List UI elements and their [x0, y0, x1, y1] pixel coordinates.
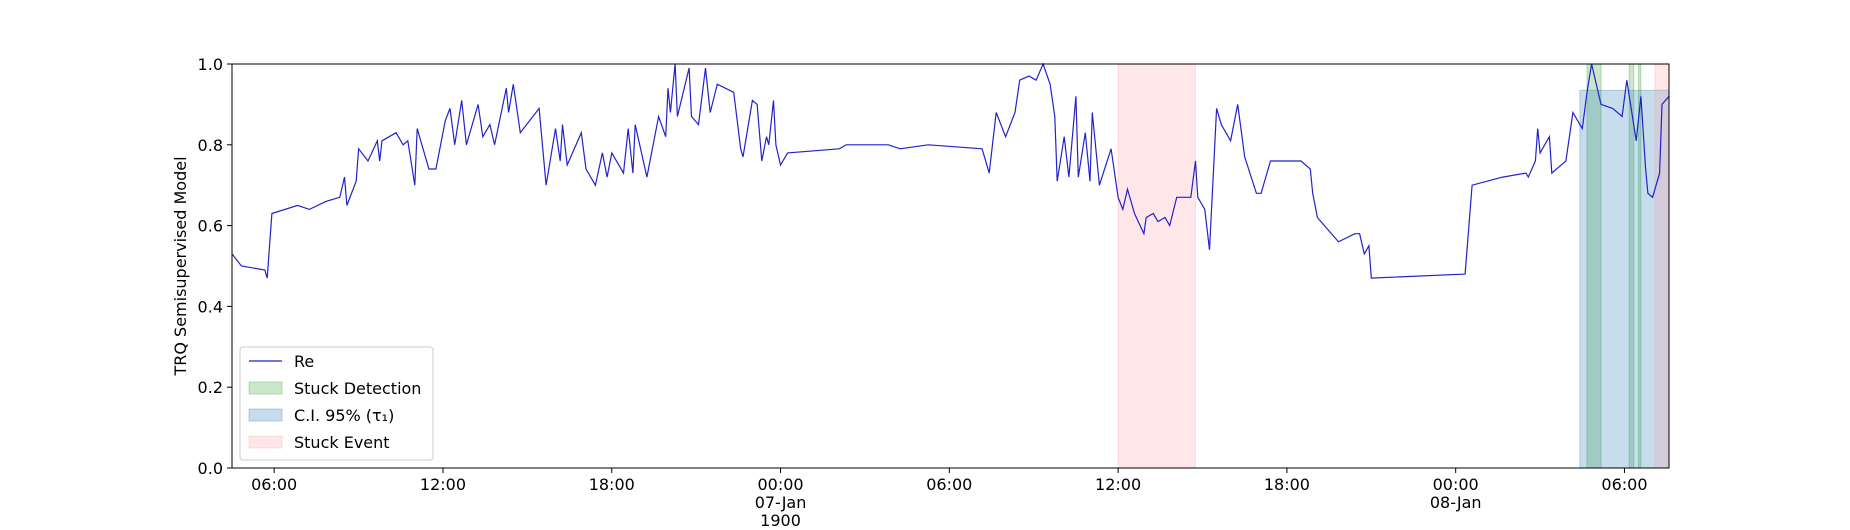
spans — [1117, 63, 1670, 469]
legend-label: C.I. 95% (τ₁) — [294, 406, 394, 425]
x-tick-label: 00:00 07-Jan 1900 — [754, 475, 807, 530]
x-tick-label: 06:00 — [1601, 475, 1648, 494]
legend-box — [239, 346, 434, 461]
y-tick-label: 0.8 — [198, 136, 223, 155]
legend-label: Re — [294, 352, 314, 371]
legend-swatch — [248, 408, 283, 422]
legend: Re Stuck Detection C.I. 95% (τ₁) Stuck Even… — [239, 346, 434, 461]
y-tick-label: 0.0 — [198, 459, 223, 478]
x-tick-label: 00:00 08-Jan — [1429, 475, 1482, 512]
x-tick-label: 18:00 — [1263, 475, 1310, 494]
legend-label: Stuck Detection — [294, 379, 421, 398]
span-band — [1579, 89, 1670, 469]
plot-frame — [231, 63, 1670, 469]
y-axis-label: TRQ Semisupervised Model — [171, 156, 190, 376]
legend-swatch — [248, 381, 283, 395]
x-tick-label: 06:00 — [926, 475, 973, 494]
line — [231, 62, 1670, 279]
legend-swatch — [248, 435, 283, 449]
span-band — [1654, 63, 1670, 469]
y-tick-label: 1.0 — [198, 55, 223, 74]
y-tick-label: 0.2 — [198, 378, 223, 397]
span-band — [1117, 63, 1196, 469]
y-tick-label: 0.6 — [198, 217, 223, 236]
y-tick-label: 0.4 — [198, 297, 223, 316]
x-tick-label: 06:00 — [251, 475, 298, 494]
legend-label: Stuck Event — [294, 433, 390, 452]
x-tick-label: 12:00 — [1095, 475, 1142, 494]
x-tick-label: 18:00 — [588, 475, 635, 494]
x-tick-label: 12:00 — [419, 475, 467, 494]
